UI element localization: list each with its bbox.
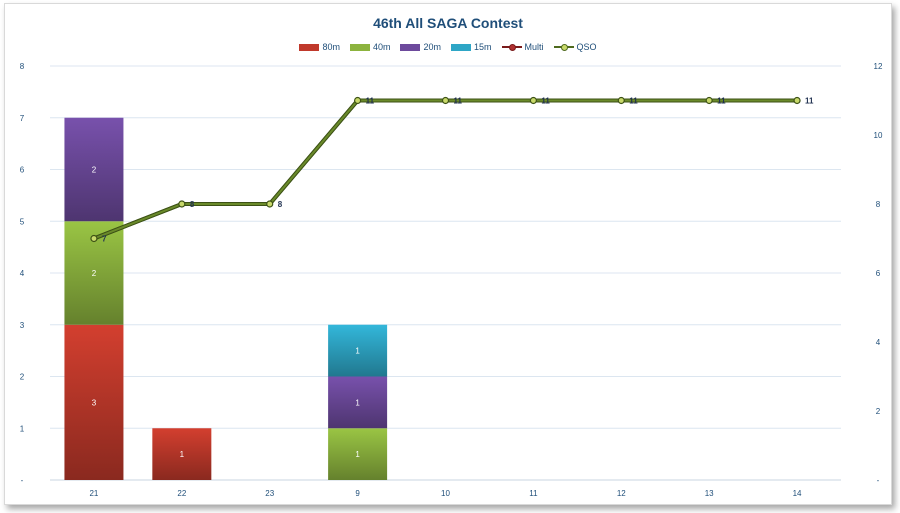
bar-80m (152, 428, 212, 480)
legend-item-80m: 80m (299, 42, 340, 52)
legend-swatch-20m (400, 43, 421, 51)
y-right-tick-label: 8 (876, 200, 881, 209)
bar-80m (64, 324, 124, 480)
legend-swatch-40m (349, 43, 370, 51)
line-point-QSO (793, 96, 801, 105)
legend-swatch-15m (451, 43, 471, 51)
legend-item-40m: 40m (349, 42, 391, 52)
bar-data-label: 1 (355, 450, 360, 459)
x-tick-label: 11 (529, 489, 538, 498)
y-left-tick-label: - (21, 476, 24, 485)
line-point-QSO (617, 96, 625, 105)
line-point-QSO (90, 234, 98, 243)
bar-20m (64, 117, 124, 222)
bar-layer (64, 117, 388, 480)
x-tick-label: 22 (177, 489, 186, 498)
y-left-tick-label: 1 (20, 424, 25, 433)
chart-legend: 80m 40m 20m 15m Multi QSO (5, 42, 891, 52)
x-tick-label: 12 (617, 489, 626, 498)
y-left-tick-label: 6 (20, 166, 25, 175)
grid-layer (50, 65, 841, 481)
legend-label-80m: 80m (322, 42, 340, 52)
y-left-tick-label: 8 (20, 62, 25, 71)
y-left-tick-label: 2 (20, 373, 25, 382)
line-point-QSO (178, 200, 186, 208)
y-left-tick-label: 5 (20, 217, 25, 226)
line-data-label: 11 (541, 97, 550, 106)
x-tick-label: 13 (705, 489, 714, 498)
legend-swatch-multi (501, 42, 522, 52)
legend-label-40m: 40m (372, 42, 391, 52)
chart-title: 46th All SAGA Contest (373, 15, 523, 31)
line-point-QSO (266, 200, 274, 208)
legend-item-20m: 20m (400, 42, 441, 52)
legend-swatch-80m (299, 43, 320, 51)
line-point-QSO (441, 96, 450, 105)
y-right-tick-label: 2 (876, 407, 881, 416)
bar-15m (328, 324, 388, 377)
legend-label-qso: QSO (576, 42, 597, 52)
x-tick-label: 10 (441, 489, 450, 498)
line-data-label: 8 (190, 200, 195, 209)
legend-label-15m: 15m (474, 42, 492, 52)
legend-item-multi: Multi (501, 42, 544, 52)
legend-label-20m: 20m (423, 42, 441, 52)
bar-data-label: 1 (355, 347, 360, 356)
legend-swatch-qso (553, 42, 574, 52)
y-left-tick-label: 4 (20, 269, 25, 278)
chart-frame: 46th All SAGA Contest 80m 40m 20m 15m Mu… (4, 3, 892, 505)
bar-20m (328, 376, 388, 429)
bar-data-label: 2 (92, 269, 97, 278)
bar-data-label: 1 (180, 450, 185, 459)
bar-data-label: 3 (92, 398, 97, 407)
x-tick-label: 23 (265, 489, 274, 498)
line-data-label: 11 (805, 97, 814, 106)
line-data-label: 11 (629, 97, 638, 106)
y-right-tick-label: 12 (874, 62, 883, 71)
x-tick-label: 14 (793, 489, 802, 498)
bar-data-label: 2 (92, 166, 97, 175)
bar-40m (328, 428, 388, 480)
line-data-label: 8 (278, 200, 283, 209)
line-point-QSO (354, 96, 362, 105)
line-point-QSO (529, 96, 537, 105)
y-right-tick-label: 4 (876, 338, 881, 347)
bar-data-label: 1 (355, 398, 360, 407)
y-left-tick-label: 7 (20, 114, 25, 123)
legend-item-qso: QSO (553, 42, 597, 52)
y-right-tick-label: - (877, 476, 880, 485)
x-tick-label: 21 (89, 489, 98, 498)
x-tick-label: 9 (355, 489, 360, 498)
line-point-QSO (705, 96, 713, 105)
legend-item-15m: 15m (451, 42, 492, 52)
y-right-tick-label: 10 (874, 131, 883, 140)
line-data-label: 11 (366, 97, 375, 106)
line-data-label: 7 (102, 235, 107, 244)
line-layer (90, 96, 801, 243)
line-data-label: 11 (717, 97, 726, 106)
y-left-tick-label: 3 (20, 321, 25, 330)
legend-label-multi: Multi (524, 42, 544, 52)
y-right-tick-label: 6 (876, 269, 881, 278)
line-data-label: 11 (454, 97, 463, 106)
